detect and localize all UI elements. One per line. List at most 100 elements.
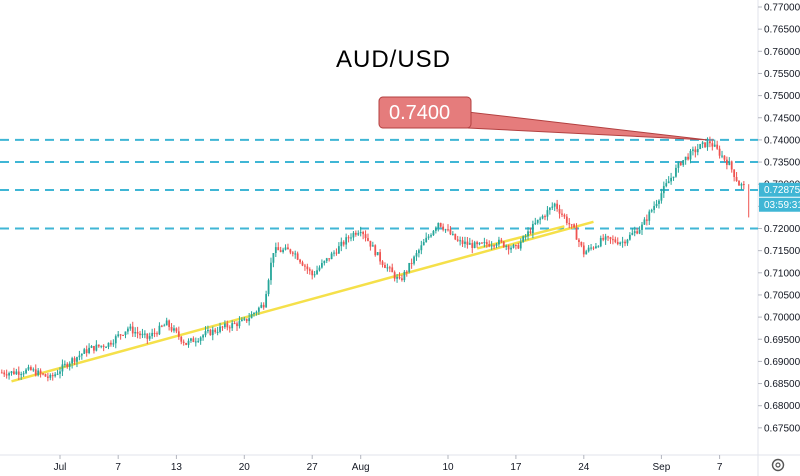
candle-body bbox=[403, 271, 406, 281]
candle-body bbox=[524, 236, 527, 238]
candle-body bbox=[527, 231, 529, 237]
candle-body bbox=[405, 271, 408, 273]
candle-body bbox=[454, 233, 457, 240]
candle-body bbox=[194, 341, 197, 343]
candle-body bbox=[110, 342, 112, 345]
candle-body bbox=[287, 247, 289, 250]
candle-body bbox=[558, 208, 561, 214]
candle-body bbox=[139, 333, 141, 336]
candle-body bbox=[376, 252, 379, 256]
candle-body bbox=[563, 214, 566, 217]
candle-body bbox=[136, 332, 139, 334]
candle-body bbox=[473, 242, 476, 248]
gear-icon[interactable] bbox=[771, 458, 785, 472]
candle-body bbox=[76, 357, 78, 362]
candle-body bbox=[548, 207, 551, 211]
candle-body bbox=[8, 373, 10, 376]
candle-body bbox=[510, 247, 512, 250]
candle-body bbox=[478, 242, 481, 245]
candle-body bbox=[476, 242, 478, 245]
candle-body bbox=[696, 148, 699, 153]
candle-body bbox=[325, 258, 328, 261]
candle-body bbox=[173, 328, 175, 331]
candle-body bbox=[32, 369, 35, 371]
candle-body bbox=[279, 250, 282, 252]
candle-body bbox=[599, 237, 602, 247]
candle-body bbox=[631, 233, 634, 235]
candle-body bbox=[131, 326, 134, 334]
candle-body bbox=[388, 267, 391, 269]
candle-body bbox=[337, 246, 340, 254]
candle-body bbox=[59, 371, 61, 374]
trendline bbox=[11, 220, 594, 383]
candle-body bbox=[539, 218, 542, 220]
x-tick-label: 17 bbox=[510, 462, 522, 473]
candle-body bbox=[180, 336, 183, 342]
candle-body bbox=[721, 155, 723, 157]
candle-body bbox=[129, 326, 132, 329]
candle-body bbox=[636, 231, 639, 234]
candle-body bbox=[624, 241, 626, 244]
candle-body bbox=[427, 236, 430, 238]
candle-body bbox=[0, 372, 3, 374]
candle-body bbox=[434, 227, 437, 231]
x-tick-label: Sep bbox=[653, 462, 671, 473]
candle-body bbox=[742, 184, 745, 186]
candle-body bbox=[345, 237, 348, 245]
candle-body bbox=[408, 262, 411, 272]
candle-body bbox=[587, 247, 590, 252]
candle-body bbox=[46, 376, 49, 378]
candle-body bbox=[3, 372, 6, 375]
candle-body bbox=[61, 364, 64, 372]
candle-body bbox=[740, 184, 743, 186]
candle-body bbox=[158, 325, 161, 335]
candle-body bbox=[209, 329, 212, 336]
candle-body bbox=[718, 148, 721, 156]
candle-body bbox=[204, 331, 207, 336]
candle-body bbox=[713, 144, 716, 147]
candle-body bbox=[517, 245, 520, 249]
candle-body bbox=[296, 253, 299, 260]
candle-body bbox=[199, 337, 202, 341]
countdown-label: 03:59:31 bbox=[764, 200, 800, 211]
candle-body bbox=[665, 183, 668, 187]
candle-body bbox=[507, 245, 510, 250]
candle-body bbox=[638, 229, 641, 234]
candle-body bbox=[190, 338, 192, 341]
candle-body bbox=[168, 320, 171, 328]
candle-body bbox=[207, 329, 209, 332]
candle-body bbox=[628, 234, 631, 240]
candle-body bbox=[706, 141, 709, 148]
y-tick-label: 0.70000 bbox=[764, 313, 800, 324]
candle-body bbox=[437, 222, 440, 228]
price-scale: 0.67500 0.68000 0.68500 0.69000 0.69500 0.700… bbox=[758, 3, 800, 434]
candle-body bbox=[335, 252, 338, 254]
candle-body bbox=[398, 277, 401, 279]
candle-body bbox=[704, 142, 706, 148]
candle-body bbox=[95, 344, 98, 351]
candle-body bbox=[17, 371, 20, 375]
candle-body bbox=[265, 294, 268, 308]
candle-body bbox=[333, 252, 335, 254]
candle-body bbox=[328, 258, 331, 260]
candle-body bbox=[127, 328, 129, 332]
x-tick-label: 7 bbox=[115, 462, 121, 473]
candle-body bbox=[592, 247, 595, 249]
candle-body bbox=[274, 247, 277, 254]
x-tick-label: 13 bbox=[171, 462, 183, 473]
y-tick-label: 0.69000 bbox=[764, 357, 800, 368]
candle-body bbox=[386, 267, 389, 269]
candle-body bbox=[561, 213, 563, 215]
candle-body bbox=[367, 238, 369, 241]
horizontal-levels bbox=[0, 138, 758, 230]
candle-body bbox=[284, 247, 287, 250]
candle-body bbox=[119, 334, 122, 336]
candle-body bbox=[30, 367, 32, 370]
x-tick-label: 27 bbox=[307, 462, 319, 473]
candle-body bbox=[483, 242, 486, 244]
candle-body bbox=[430, 235, 432, 237]
candle-body bbox=[71, 358, 74, 364]
candle-body bbox=[362, 232, 365, 235]
candle-body bbox=[354, 232, 357, 235]
x-tick-label: 7 bbox=[717, 462, 723, 473]
